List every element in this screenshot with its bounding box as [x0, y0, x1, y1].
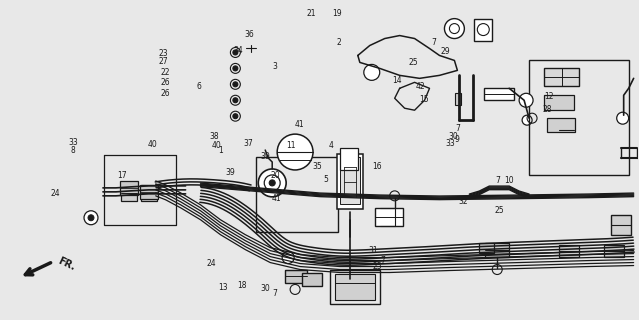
Bar [547, 118, 575, 132]
Text: 1: 1 [219, 146, 223, 155]
Text: 2: 2 [336, 38, 341, 47]
Text: 30: 30 [261, 284, 270, 293]
Text: 3: 3 [272, 61, 277, 70]
Text: 14: 14 [392, 76, 402, 85]
Bar [479, 243, 494, 252]
Circle shape [277, 134, 313, 170]
Text: 20: 20 [270, 172, 280, 180]
Text: 7: 7 [431, 38, 436, 47]
Text: 7: 7 [381, 256, 385, 265]
Bar [337, 154, 363, 209]
Circle shape [233, 66, 238, 71]
Circle shape [258, 169, 286, 197]
Text: 28: 28 [543, 105, 552, 114]
Bar [335, 274, 374, 300]
Text: 41: 41 [295, 120, 304, 130]
Bar [302, 273, 322, 286]
Bar [121, 185, 137, 201]
Circle shape [519, 93, 533, 107]
Text: 6: 6 [196, 82, 201, 91]
Text: 33: 33 [68, 138, 78, 147]
Text: 30: 30 [448, 132, 458, 140]
Text: 36: 36 [245, 30, 254, 39]
Bar [330, 269, 380, 304]
Text: 26: 26 [161, 78, 171, 87]
Circle shape [233, 50, 238, 55]
Text: 10: 10 [504, 176, 514, 185]
Text: 18: 18 [237, 281, 247, 290]
Circle shape [88, 215, 94, 221]
Bar [340, 157, 360, 204]
Text: 41: 41 [272, 194, 281, 203]
Bar [474, 19, 492, 41]
Text: 19: 19 [332, 9, 342, 18]
Text: 24: 24 [206, 259, 216, 268]
Bar [140, 185, 158, 199]
Text: 7: 7 [455, 124, 460, 132]
Text: 12: 12 [544, 92, 553, 101]
Text: 27: 27 [159, 57, 169, 66]
Bar [456, 93, 461, 105]
Bar [485, 243, 509, 257]
Bar [141, 185, 157, 201]
Circle shape [233, 98, 238, 103]
Text: 33: 33 [445, 139, 455, 148]
Bar [544, 68, 579, 86]
Text: 42: 42 [416, 82, 426, 91]
Text: 4: 4 [328, 141, 334, 150]
Bar [120, 181, 138, 195]
Bar [256, 157, 338, 232]
Circle shape [617, 112, 629, 124]
Circle shape [233, 114, 238, 119]
Text: 25: 25 [408, 58, 418, 67]
Text: 40: 40 [148, 140, 158, 149]
Text: 38: 38 [210, 132, 219, 140]
Text: 39: 39 [261, 152, 270, 161]
Bar [559, 244, 579, 257]
Text: 7: 7 [272, 289, 277, 298]
Text: 25: 25 [373, 262, 382, 271]
Text: 15: 15 [420, 95, 429, 104]
Circle shape [282, 252, 294, 264]
Text: 9: 9 [454, 135, 459, 144]
Bar [611, 215, 631, 235]
Text: 25: 25 [494, 206, 504, 215]
Circle shape [445, 19, 465, 38]
Text: 39: 39 [226, 168, 235, 177]
Text: 34: 34 [233, 45, 243, 55]
Bar [285, 269, 307, 284]
Text: 22: 22 [161, 68, 170, 77]
Text: 8: 8 [70, 146, 75, 155]
Bar [604, 244, 624, 257]
Bar [529, 60, 629, 175]
Text: 35: 35 [312, 162, 322, 171]
Circle shape [84, 211, 98, 225]
Text: FR.: FR. [56, 256, 77, 273]
Circle shape [269, 180, 275, 186]
Text: 31: 31 [368, 246, 378, 255]
Bar [484, 88, 514, 100]
Text: 11: 11 [286, 141, 296, 150]
Text: 24: 24 [50, 189, 60, 198]
Text: 21: 21 [307, 9, 316, 18]
Text: 7: 7 [495, 176, 500, 185]
Text: 29: 29 [441, 47, 450, 56]
Text: 17: 17 [118, 172, 127, 180]
Text: 26: 26 [161, 89, 171, 98]
Text: 23: 23 [159, 49, 169, 58]
Bar [340, 148, 358, 170]
Text: 37: 37 [243, 139, 253, 148]
Text: 32: 32 [458, 197, 468, 206]
Bar [544, 95, 574, 110]
Circle shape [233, 82, 238, 87]
Text: 13: 13 [218, 283, 227, 292]
Text: 5: 5 [323, 175, 328, 184]
Text: 40: 40 [212, 141, 221, 150]
Bar [374, 208, 403, 226]
Circle shape [364, 64, 380, 80]
Circle shape [522, 115, 532, 125]
Text: 16: 16 [372, 162, 381, 171]
